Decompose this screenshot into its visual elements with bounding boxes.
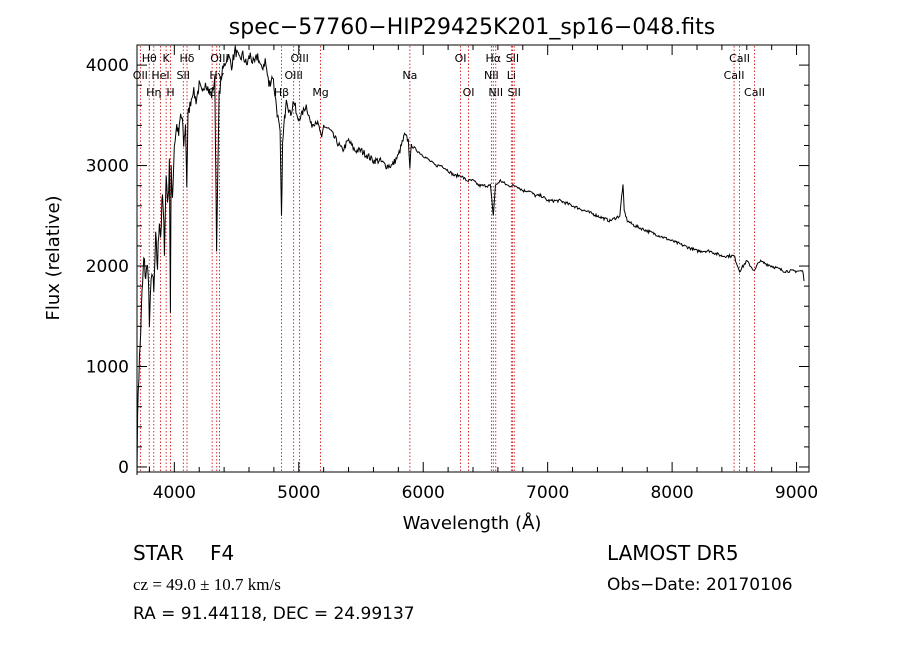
x-tick-label: 7000 — [526, 483, 569, 503]
line-marker-label: CaII — [724, 69, 745, 82]
redshift-text: cz = 49.0 ± 10.7 km/s — [133, 575, 281, 594]
survey-name: LAMOST DR5 — [607, 541, 739, 565]
line-marker-label: Hδ — [180, 52, 195, 65]
x-axis-ticks: 4000 5000 6000 7000 8000 9000 — [148, 45, 818, 503]
y-tick-label: 0 — [118, 458, 129, 478]
line-marker-label: SII — [506, 52, 519, 65]
line-marker-label: OI — [455, 52, 467, 65]
object-subclass: F4 — [210, 541, 234, 565]
line-marker-label: H — [166, 86, 174, 99]
line-marker-label: OIII — [284, 69, 302, 82]
line-marker-label: HeI — [151, 69, 169, 82]
y-tick-label: 3000 — [86, 157, 129, 177]
y-tick-label: 1000 — [86, 358, 129, 378]
line-markers — [139, 46, 755, 471]
x-tick-label: 6000 — [402, 483, 445, 503]
x-axis-label: Wavelength (Å) — [403, 512, 542, 534]
line-marker-label: Hβ — [274, 86, 289, 99]
object-class: STAR — [133, 541, 184, 565]
y-axis-ticks: 0 1000 2000 3000 4000 — [86, 44, 809, 478]
x-tick-label: 9000 — [775, 483, 818, 503]
line-marker-label: Hη — [146, 86, 161, 99]
y-tick-label: 2000 — [86, 257, 129, 277]
line-marker-label: NII — [488, 86, 503, 99]
line-marker-label: Mg — [312, 86, 328, 99]
y-axis-label: Flux (relative) — [43, 195, 64, 320]
line-marker-label: Hθ — [142, 52, 157, 65]
line-marker-label: SII — [177, 69, 190, 82]
line-marker-label: CaII — [729, 52, 750, 65]
obs-date-text: Obs−Date: 20170106 — [607, 575, 793, 595]
line-marker-label: OIII — [210, 52, 228, 65]
x-tick-label: 8000 — [650, 483, 693, 503]
line-marker-label: OIII — [290, 52, 308, 65]
coordinates-text: RA = 91.44118, DEC = 24.99137 — [133, 604, 415, 624]
chart-title: spec−57760−HIP29425K201_sp16−048.fits — [229, 15, 715, 40]
plot-area: OIIHθHηHeIKHSIIHδGHγOIIIHβOIIIOIIIMgNaOI… — [86, 44, 818, 503]
line-marker-label: OI — [463, 86, 475, 99]
plot-frame — [136, 44, 810, 473]
spectrum-line — [136, 45, 805, 476]
x-tick-label: 5000 — [277, 483, 320, 503]
line-marker-label: OII — [133, 69, 148, 82]
y-tick-label: 4000 — [86, 56, 129, 76]
line-marker-label: K — [163, 52, 171, 65]
line-marker-label: NII — [484, 69, 499, 82]
line-marker-label: SII — [507, 86, 520, 99]
line-marker-label: CaII — [744, 86, 765, 99]
line-marker-label: Na — [402, 69, 417, 82]
line-marker-label: Li — [507, 69, 516, 82]
x-tick-label: 4000 — [153, 483, 196, 503]
line-marker-label: Hα — [486, 52, 502, 65]
